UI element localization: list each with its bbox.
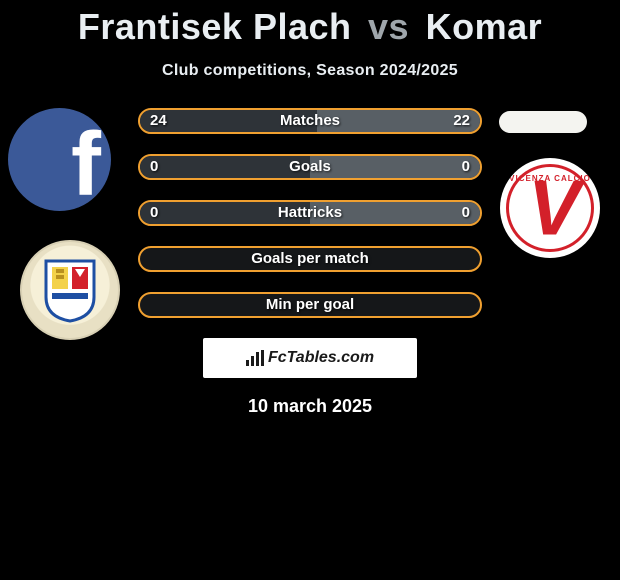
stat-label: Hattricks (140, 202, 480, 224)
player2-name: Komar (426, 6, 543, 47)
stat-row: 00Goals (138, 154, 482, 180)
stat-label: Matches (140, 110, 480, 132)
stat-label: Min per goal (140, 294, 480, 316)
vicenza-v-icon: V (528, 163, 572, 254)
stat-label: Goals per match (140, 248, 480, 270)
comparison-stage: f VICENZA CALCIO V 2422Matches 00Goals 00H… (0, 108, 620, 417)
stat-row: 2422Matches (138, 108, 482, 134)
stat-label: Goals (140, 156, 480, 178)
club-right-badge: VICENZA CALCIO V (500, 158, 600, 258)
stat-rows: 2422Matches 00Goals 00Hattricks Goals per m… (138, 108, 482, 318)
branding-text: FcTables.com (268, 349, 374, 367)
facebook-icon: f (71, 114, 101, 211)
subtitle: Club competitions, Season 2024/2025 (0, 62, 620, 80)
fctables-logo-icon (246, 350, 264, 366)
branding-box: FcTables.com (203, 338, 417, 378)
stat-row: 00Hattricks (138, 200, 482, 226)
club-left-badge (20, 240, 120, 340)
player2-avatar (499, 111, 587, 133)
player1-name: Frantisek Plach (78, 6, 352, 47)
date-label: 10 march 2025 (0, 396, 620, 417)
stat-row: Min per goal (138, 292, 482, 318)
player1-avatar: f (8, 108, 111, 211)
page-title: Frantisek Plach vs Komar (0, 0, 620, 48)
piast-shield-icon (42, 257, 98, 323)
stat-row: Goals per match (138, 246, 482, 272)
vs-label: vs (368, 6, 409, 47)
